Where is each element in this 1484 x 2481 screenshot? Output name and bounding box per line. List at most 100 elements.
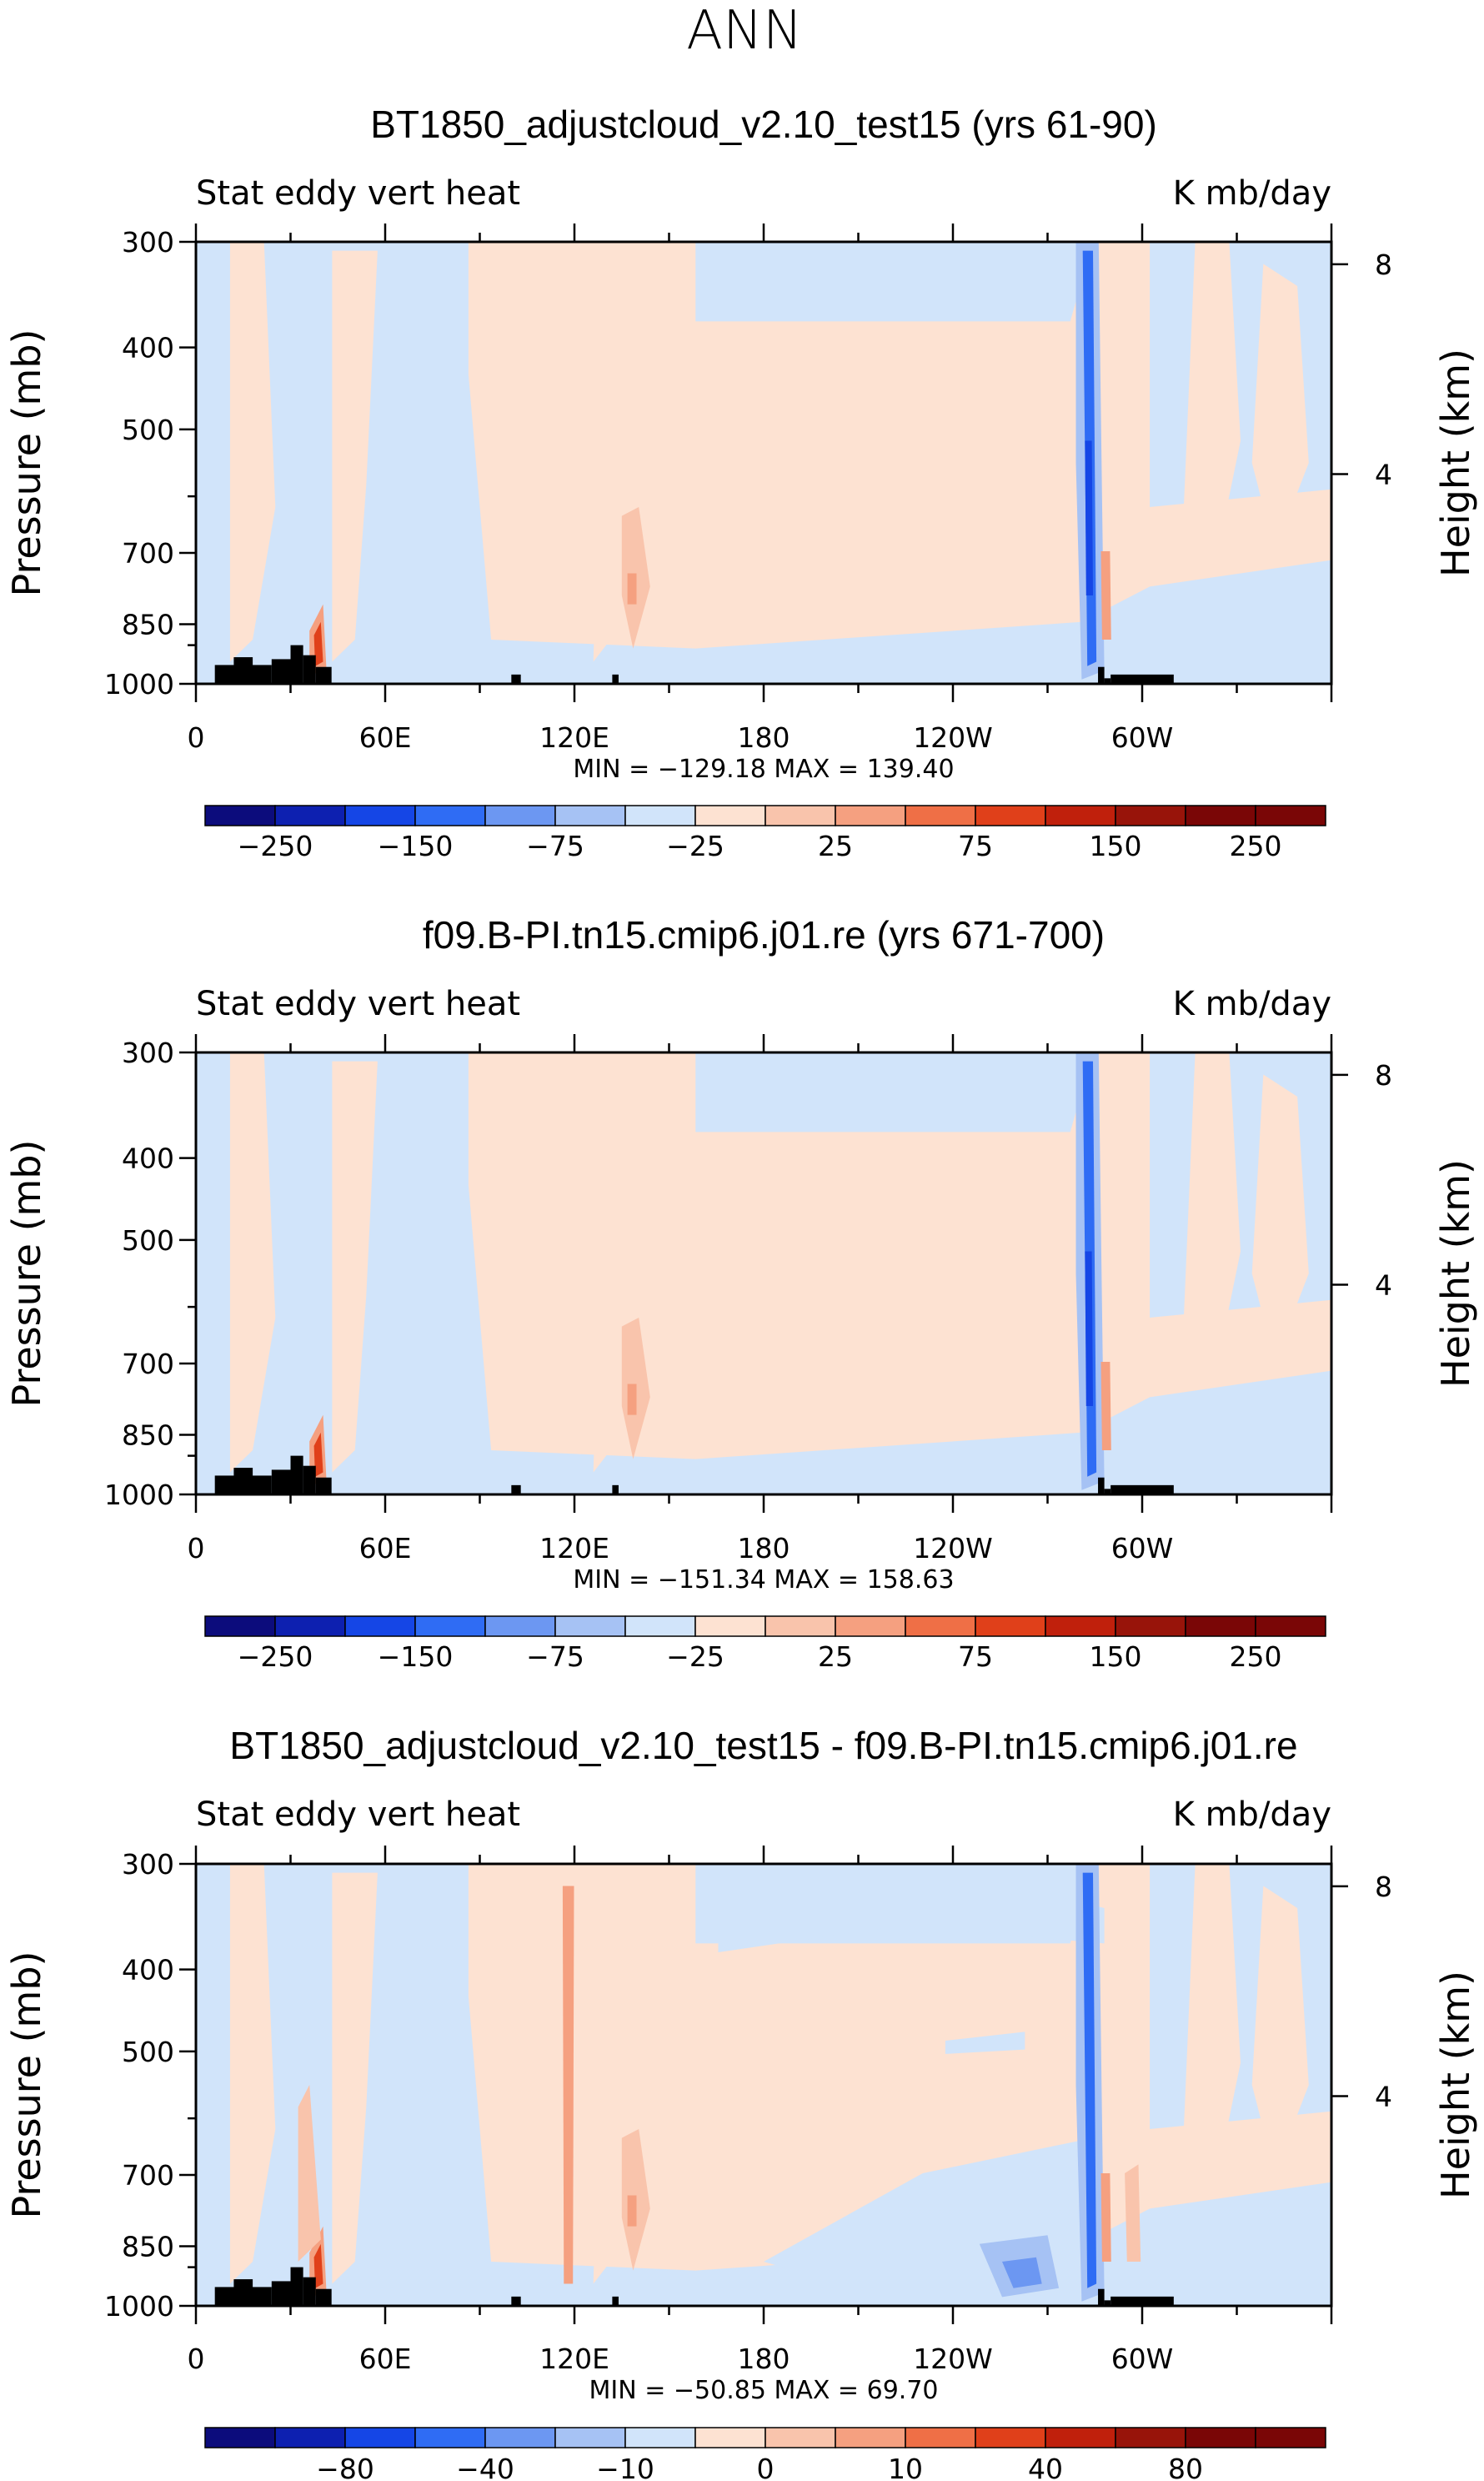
- colorbar-box: [905, 805, 976, 826]
- colorbar-box: [1045, 2427, 1116, 2448]
- left-string: Stat eddy vert heat: [196, 1795, 520, 1834]
- x-tick-label: 180: [738, 1532, 790, 1564]
- y-tick-label: 400: [122, 332, 174, 364]
- colorbar-box: [765, 1615, 836, 1637]
- right-string: K mb/day: [1173, 985, 1331, 1023]
- contour-region: [313, 2243, 323, 2288]
- y-tick-label: 500: [122, 2036, 174, 2068]
- contour-region: [313, 1432, 323, 1477]
- colorbar-box: [1255, 1615, 1326, 1637]
- x-tick-label: 60E: [359, 1532, 412, 1564]
- height-tick-label: 4: [1375, 458, 1392, 490]
- y-axis-label: Pressure (mb): [4, 1951, 49, 2219]
- land-mask: [315, 2288, 332, 2306]
- x-tick-label: 60E: [359, 721, 412, 754]
- left-string: Stat eddy vert heat: [196, 985, 520, 1023]
- y-tick-label: 850: [122, 2230, 174, 2263]
- land-mask: [612, 2296, 619, 2306]
- colorbar-box: [835, 2427, 906, 2448]
- x-tick-label: 60W: [1111, 1532, 1174, 1564]
- contour-region: [502, 1052, 537, 1450]
- y-axis-label-right: Height (km): [1433, 349, 1478, 577]
- x-tick-label: 120E: [539, 1532, 609, 1564]
- height-tick-label: 4: [1375, 2080, 1392, 2112]
- y-axis-label: Pressure (mb): [4, 329, 49, 597]
- land-mask: [303, 655, 316, 684]
- colorbar-box: [484, 805, 556, 826]
- height-tick-label: 8: [1375, 249, 1392, 281]
- colorbar-label: −25: [666, 830, 724, 862]
- colorbar: −250 −150 −75 −25 25 75 150 250: [204, 1615, 1326, 1673]
- land-mask: [511, 674, 521, 684]
- land-mask: [290, 2267, 303, 2306]
- x-tick-label: 120E: [539, 721, 609, 754]
- contour-region: [468, 1052, 1331, 1459]
- colorbar-label: −80: [316, 2453, 374, 2481]
- colorbar-box: [835, 1615, 906, 1637]
- y-tick-label: 300: [122, 226, 174, 259]
- x-tick-label: 180: [738, 2343, 790, 2375]
- colorbar-label: −10: [596, 2453, 654, 2481]
- min-max-readout: MIN = −151.34 MAX = 158.63: [573, 1565, 954, 1595]
- colorbar-label: 75: [958, 1640, 993, 1673]
- colorbar-box: [204, 1615, 276, 1637]
- y-tick-label: 500: [122, 1224, 174, 1257]
- land-mask: [1098, 1477, 1105, 1494]
- x-tick-label: 120W: [913, 2343, 993, 2375]
- land-mask: [271, 659, 291, 684]
- contour-region: [1100, 1362, 1111, 1450]
- y-tick-label: 400: [122, 1143, 174, 1175]
- colorbar-box: [484, 2427, 556, 2448]
- colorbar-label: 150: [1090, 1640, 1142, 1673]
- land-mask: [511, 1484, 521, 1494]
- y-tick-label: 500: [122, 414, 174, 446]
- colorbar-box: [1185, 1615, 1256, 1637]
- land-mask: [1110, 2296, 1174, 2306]
- panel-3: BT1850_adjustcloud_v2.10_test15 - f09.B-…: [4, 1724, 1478, 2481]
- panel-title: BT1850_adjustcloud_v2.10_test15 - f09.B-…: [229, 1724, 1297, 1767]
- colorbar-box: [905, 2427, 976, 2448]
- x-tick-label: 0: [188, 1532, 205, 1564]
- y-axis-label-right: Height (km): [1433, 1971, 1478, 2199]
- contour-region: [627, 573, 637, 605]
- contour-region: [313, 621, 323, 666]
- contour-region: [1183, 242, 1241, 551]
- contour-region: [229, 1052, 276, 1473]
- land-mask: [1104, 2300, 1111, 2306]
- contour-region: [1085, 440, 1093, 595]
- land-mask: [612, 674, 619, 684]
- colorbar-box: [554, 2427, 626, 2448]
- colorbar-label: 40: [1028, 2453, 1063, 2481]
- colorbar-box: [204, 805, 276, 826]
- colorbar-box: [905, 1615, 976, 1637]
- contour-region: [1251, 264, 1309, 551]
- colorbar-box: [624, 2427, 696, 2448]
- x-tick-label: 0: [188, 721, 205, 754]
- colorbar-label: −150: [378, 1640, 454, 1673]
- colorbar-box: [274, 2427, 346, 2448]
- colorbar-label: 0: [757, 2453, 775, 2481]
- contour-region: [298, 2085, 321, 2262]
- contour-region: [502, 1864, 537, 2262]
- field: [196, 1864, 1331, 2306]
- contour-region: [562, 1886, 574, 2284]
- contour-region: [502, 242, 537, 640]
- panel-title: f09.B-PI.tn15.cmip6.j01.re (yrs 671-700): [423, 913, 1105, 957]
- contour-region: [945, 2032, 1025, 2054]
- x-tick-label: 60W: [1111, 721, 1174, 754]
- colorbar-box: [765, 2427, 836, 2448]
- colorbar-box: [624, 1615, 696, 1637]
- y-tick-label: 1000: [104, 668, 174, 701]
- colorbar-box: [484, 1615, 556, 1637]
- colorbar-label: 25: [818, 830, 853, 862]
- contour-region: [627, 2195, 637, 2227]
- land-mask: [233, 1468, 253, 1494]
- contour-region: [1251, 1886, 1309, 2173]
- right-string: K mb/day: [1173, 1795, 1331, 1834]
- colorbar-label: 80: [1168, 2453, 1203, 2481]
- colorbar-box: [694, 805, 766, 826]
- colorbar: −250 −150 −75 −25 25 75 150 250: [204, 805, 1326, 862]
- colorbar-box: [975, 2427, 1046, 2448]
- colorbar-box: [975, 1615, 1046, 1637]
- y-tick-label: 300: [122, 1848, 174, 1881]
